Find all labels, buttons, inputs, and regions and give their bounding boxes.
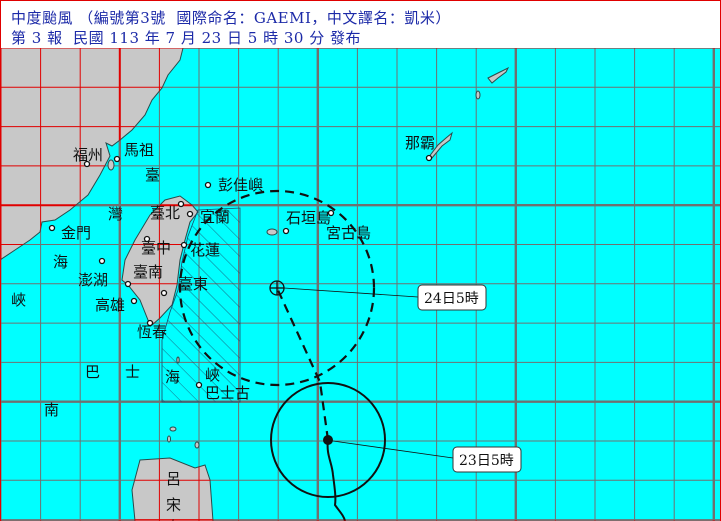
track-map: 福州 馬祖 臺 彭佳嶼 灣 臺北 宜蘭 金門 臺中 花蓮 海 澎湖 臺南 臺東 … xyxy=(0,48,721,521)
current-center-marker xyxy=(323,435,333,445)
label-hualien: 花蓮 xyxy=(190,241,220,259)
place-labels: 福州 馬祖 臺 彭佳嶼 灣 臺北 宜蘭 金門 臺中 花蓮 海 澎湖 臺南 臺東 … xyxy=(11,134,435,521)
past-track xyxy=(326,439,346,521)
label-ishigaki: 石垣島 xyxy=(286,209,331,227)
label-taiwan-strait-1: 臺 xyxy=(145,166,160,184)
label-yilan: 宜蘭 xyxy=(200,208,230,226)
label-taichung: 臺中 xyxy=(141,239,171,257)
label-penghu: 澎湖 xyxy=(78,271,108,289)
typhoon-title: 中度颱風 （編號第3號 國際命名：GAEMI，中文譯名：凱米） xyxy=(11,9,451,27)
bulletin-header: 中度颱風 （編號第3號 國際命名：GAEMI，中文譯名：凱米） 第 3 報 民國… xyxy=(0,0,721,48)
forecast-wind-circle xyxy=(178,189,376,387)
label-pengjia: 彭佳嶼 xyxy=(218,176,263,194)
label-fuzhou: 福州 xyxy=(73,146,103,164)
label-kaohsiung: 高雄 xyxy=(95,296,125,314)
label-naha: 那霸 xyxy=(405,134,435,152)
forecast-center-marker xyxy=(269,280,285,296)
warning-area-hatch xyxy=(161,207,241,403)
svg-text:23日5時: 23日5時 xyxy=(459,453,514,469)
label-taiwan-strait-2: 灣 xyxy=(108,205,123,223)
current-wind-circle xyxy=(270,382,386,498)
label-taipei: 臺北 xyxy=(150,204,180,222)
label-bashi-2: 士 xyxy=(125,363,140,381)
label-bashi-4: 峽 xyxy=(205,366,220,384)
label-tainan: 臺南 xyxy=(133,263,163,281)
label-south-china-sea: 南 xyxy=(44,401,59,419)
label-luzon-2: 宋 xyxy=(166,496,181,514)
label-matsu: 馬祖 xyxy=(124,141,154,159)
label-basco: 巴士古 xyxy=(205,384,250,402)
label-luzon-1: 呂 xyxy=(166,470,181,488)
current-time-tag: 23日5時 xyxy=(452,446,522,473)
bulletin-issue-line: 第 3 報 民國 113 年 7 月 23 日 5 時 30 分 發布 xyxy=(11,29,361,47)
label-taiwan-strait-3: 海 xyxy=(53,253,68,271)
label-hengchun: 恆春 xyxy=(137,323,167,341)
china-coast xyxy=(0,48,184,261)
label-kinmen: 金門 xyxy=(61,224,91,242)
forecast-time-tag: 24日5時 xyxy=(417,284,487,311)
storm-track xyxy=(178,189,454,521)
label-taitung: 臺東 xyxy=(178,275,208,293)
label-bashi-3: 海 xyxy=(165,368,180,386)
label-bashi-1: 巴 xyxy=(85,363,100,381)
label-miyako: 宮古島 xyxy=(326,224,371,242)
city-markers xyxy=(48,154,433,389)
forecast-track xyxy=(275,287,330,441)
label-luzon-3: 島 xyxy=(166,518,181,521)
label-taiwan-strait-4: 峽 xyxy=(11,291,26,309)
svg-text:24日5時: 24日5時 xyxy=(424,291,479,307)
